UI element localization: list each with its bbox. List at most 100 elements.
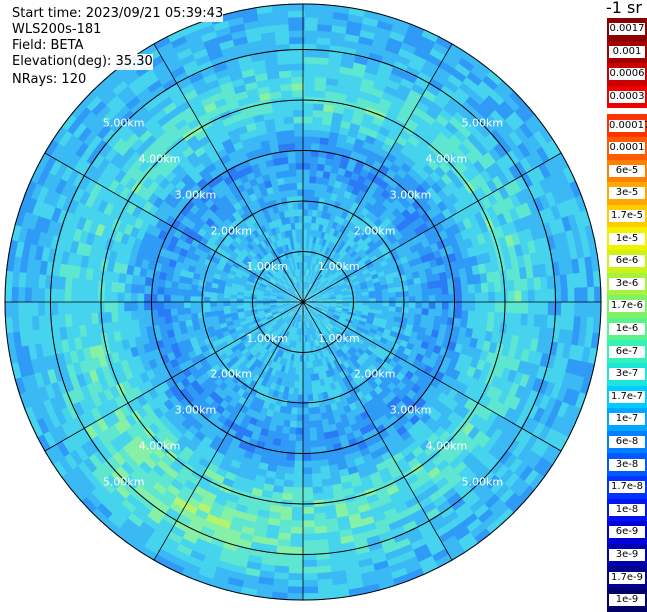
scan-cell [157,301,164,310]
scan-cell [548,302,556,317]
scan-cell [177,295,184,302]
scan-cell [302,494,314,501]
scan-cell [303,129,313,137]
scan-cell [110,301,117,312]
scan-cell [64,288,72,302]
scan-cell [561,288,569,303]
scan-cell [130,292,138,302]
scan-cell [170,308,178,316]
scan-cell [31,300,39,316]
scan-cell [288,547,303,555]
scan-cell [302,527,316,535]
scan-cell [291,494,303,502]
scan-cell [163,294,170,302]
scan-cell [287,566,303,574]
scan-cell [286,580,303,588]
scan-cell [303,23,319,31]
scan-cell [296,414,303,421]
scan-cell [303,83,316,91]
scan-cell [567,302,575,318]
scan-cell [309,440,318,448]
scan-cell [548,289,556,304]
scan-cell [302,454,311,461]
scan-cell [117,291,125,302]
scan-cell [561,302,569,317]
scan-cell [568,288,576,304]
scan-cell [309,434,317,442]
scan-cell [170,294,177,302]
scan-cell [302,481,313,488]
scan-cell [302,520,315,528]
scan-cell [303,56,317,64]
scan-cell [574,302,582,318]
scan-cell [117,301,124,312]
scan-cell [18,285,26,302]
scan-cell [303,63,317,71]
scan-cell [163,308,171,316]
scan-cell [57,301,65,315]
scan-cell [51,287,59,302]
scan-cell [422,302,429,309]
scan-cell [177,308,185,316]
scan-cell [143,301,150,310]
scan-cell [197,307,205,314]
scan-cell [521,302,529,315]
scan-cell [301,586,318,594]
scan-cell [482,292,489,303]
scan-cell [288,560,303,568]
scan-cell [71,288,79,302]
scan-cell [51,300,59,315]
scan-cell [303,103,315,111]
scan-cell [291,507,303,515]
scan-cell [294,441,303,448]
scan-cell [11,285,19,302]
scan-cell [71,301,79,315]
scan-cell [292,487,303,495]
scan-cell [301,580,318,588]
scan-cell [302,533,316,541]
scan-cell [57,288,65,302]
scan-cell [303,89,315,97]
scan-cell [303,17,320,25]
scan-cell [301,567,317,575]
scan-cell [455,294,462,303]
scan-cell [428,288,436,296]
scan-cell [24,286,32,302]
scan-cell [309,427,317,435]
scan-cell [303,169,311,176]
scan-cell [90,301,97,313]
scan-cell [303,136,313,143]
scan-cell [302,467,312,474]
scan-cell [429,302,436,310]
scan-cell [521,290,529,303]
scan-cell [104,301,111,313]
scan-cell [295,428,303,435]
scan-cell [309,421,317,429]
scan-cell [301,560,316,568]
scan-cell [395,292,403,298]
scan-cell [574,287,582,303]
scan-cell [581,302,589,319]
scan-cell [287,573,303,581]
scan-cell [528,302,536,316]
scan-cell [303,176,310,183]
scan-cell [308,407,315,415]
scan-cell [143,293,150,302]
scan-cell [307,394,313,402]
scan-cell [292,480,303,488]
scan-cell [294,454,303,461]
scan-cell [137,301,144,311]
scan-cell [435,302,442,310]
scan-cell [308,414,315,422]
scan-cell [389,292,397,298]
scan-cell [475,293,482,303]
scan-cell [290,514,303,522]
scan-cell [289,540,303,548]
scan-cell [77,289,85,302]
scan-cell [508,302,516,314]
scan-cell [303,116,314,124]
scan-cell [38,300,46,315]
scan-cell [587,302,595,319]
scan-cell [515,302,523,315]
scan-cell [581,287,589,304]
